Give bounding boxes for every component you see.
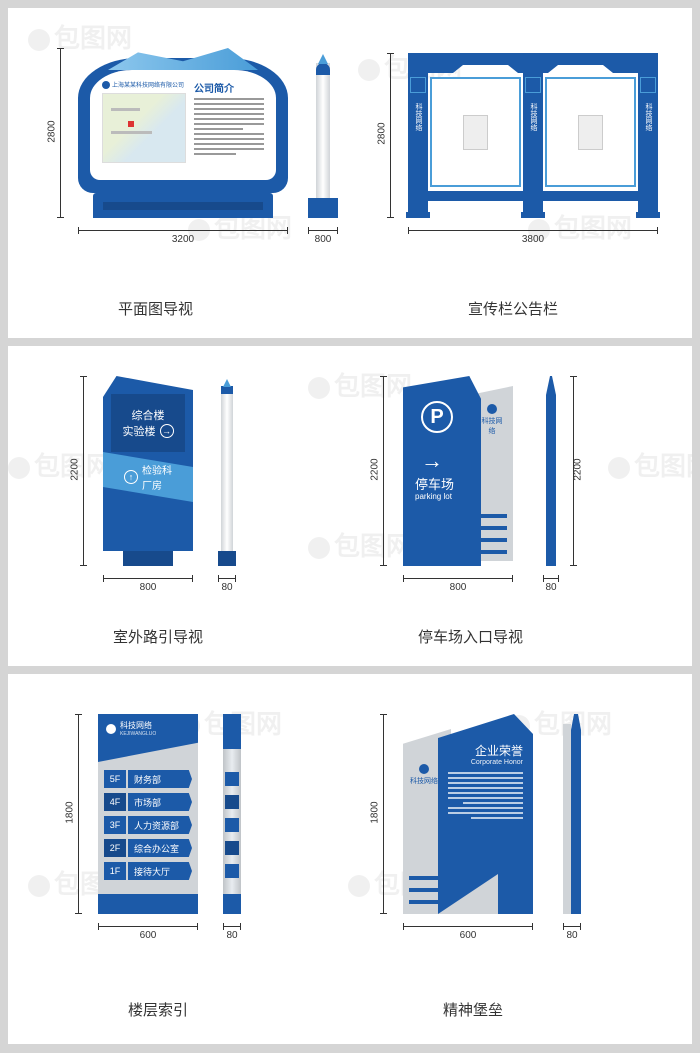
dim-line [563, 926, 581, 927]
dim-line [78, 714, 79, 914]
caption-directory: 楼层索引 [128, 999, 188, 1020]
parking-pylon-front: 科技网络 P → 停车场 parking lot [403, 376, 513, 566]
dim-line [383, 376, 384, 566]
panel-wayfinding: 包图网 包图网 包图网 包图网 综合楼 实验楼 → ↑ 检验科厂房 [8, 346, 692, 666]
parking-pylon-side [543, 376, 559, 566]
dim-label: 80 [217, 930, 247, 941]
watermark: 包图网 [8, 446, 112, 483]
monument-side [563, 714, 581, 914]
dim-line [408, 230, 658, 231]
dim-line [218, 578, 236, 579]
pylon-line3: 检验科 [142, 462, 172, 477]
floor-directory-front: 科技网络 KEJIWANGLUO 5F财务部4F市场部3F人力资源部2F综合办公… [98, 714, 198, 914]
dim-label: 2200 [370, 458, 381, 480]
dim-label: 3200 [78, 234, 288, 245]
outdoor-pylon-side [218, 376, 236, 566]
floor-name: 人力资源部 [128, 816, 192, 834]
company-label: 上海某某科技网络有限公司 [112, 80, 184, 89]
dim-label: 80 [212, 582, 242, 593]
floor-row: 3F人力资源部 [104, 815, 192, 835]
caption-plan: 平面图导视 [118, 298, 193, 319]
dim-label: 1800 [65, 801, 76, 823]
dim-line [60, 48, 61, 218]
pylon-line2: 实验楼 [123, 423, 156, 439]
dim-line [403, 926, 533, 927]
watermark: 包图网 [308, 526, 412, 563]
dim-line [308, 230, 338, 231]
outdoor-pylon-front: 综合楼 实验楼 → ↑ 检验科厂房 [103, 376, 193, 566]
dim-label: 800 [403, 582, 513, 593]
floor-num: 1F [104, 862, 126, 880]
floor-directory-side [223, 714, 241, 914]
floor-row: 5F财务部 [104, 769, 192, 789]
floor-name: 市场部 [128, 793, 192, 811]
parking-zh: 停车场 [415, 474, 454, 493]
caption-outdoor: 室外路引导视 [113, 626, 203, 647]
pillar-label: 科技网络 [413, 103, 423, 131]
floor-row: 4F市场部 [104, 792, 192, 812]
bulletin-board: 科技网络 科技网络 科技网络 [408, 53, 658, 218]
dim-line [543, 578, 559, 579]
dim-label: 800 [298, 234, 348, 245]
pylon-line4: 厂房 [142, 477, 172, 492]
floor-name: 接待大厅 [128, 862, 192, 880]
panel-directory-monument: 包图网 包图网 包图网 包图网 科技网络 KEJIWANGLUO 5F财务部4F… [8, 674, 692, 1044]
dim-line [103, 578, 193, 579]
parking-icon: P [421, 401, 453, 433]
monument-title-zh: 企业荣誉 [448, 742, 523, 759]
intro-title: 公司简介 [194, 80, 264, 95]
dim-line [83, 376, 84, 566]
floor-num: 5F [104, 770, 126, 788]
floor-name: 综合办公室 [128, 839, 192, 857]
dim-label: 3800 [408, 234, 658, 245]
dim-label: 80 [557, 930, 587, 941]
page-root: 包图网 包图网 包图网 包图网 上海某某科技网络有限公司 [0, 0, 700, 1044]
parking-en: parking lot [415, 492, 452, 501]
dim-line [383, 714, 384, 914]
brand-label: 科技网络 [479, 416, 505, 436]
arrow-up-icon: ↑ [124, 470, 138, 484]
brand-en: KEJIWANGLUO [120, 731, 156, 737]
dim-line [78, 230, 288, 231]
dim-label: 2800 [47, 120, 58, 142]
dim-label: 600 [403, 930, 533, 941]
floor-row: 2F综合办公室 [104, 838, 192, 858]
dim-label: 1800 [370, 801, 381, 823]
caption-bulletin: 宣传栏公告栏 [468, 298, 558, 319]
dim-label: 2200 [70, 458, 81, 480]
floor-num: 4F [104, 793, 126, 811]
dim-line [403, 578, 513, 579]
dim-line [390, 53, 391, 218]
floor-name: 财务部 [128, 770, 192, 788]
freestanding-sign-side [308, 48, 338, 218]
pylon-line1: 综合楼 [132, 407, 165, 423]
arrow-right-icon: → [160, 424, 174, 438]
floor-num: 2F [104, 839, 126, 857]
dim-label: 800 [103, 582, 193, 593]
freestanding-sign-front: 上海某某科技网络有限公司 公司简介 [78, 48, 288, 218]
dim-line [223, 926, 241, 927]
arrow-right-icon: → [421, 448, 443, 474]
dim-label: 2200 [573, 458, 584, 480]
dim-line [98, 926, 198, 927]
monument-front: 科技网络 企业荣誉 Corporate Honor [403, 714, 533, 914]
pillar-label: 科技网络 [528, 103, 538, 131]
dim-label: 600 [98, 930, 198, 941]
watermark: 包图网 [608, 446, 692, 483]
dim-label: 80 [536, 582, 566, 593]
monument-title-en: Corporate Honor [448, 759, 523, 766]
caption-parking: 停车场入口导视 [418, 626, 523, 647]
brand-label: 科技网络 [409, 776, 439, 786]
floor-rows-container: 5F财务部4F市场部3F人力资源部2F综合办公室1F接待大厅 [104, 769, 192, 884]
brand-label: 科技网络 [120, 720, 156, 731]
floor-num: 3F [104, 816, 126, 834]
floor-row: 1F接待大厅 [104, 861, 192, 881]
watermark: 包图网 [308, 366, 412, 403]
pillar-label: 科技网络 [643, 103, 653, 131]
panel-plan-and-bulletin: 包图网 包图网 包图网 包图网 上海某某科技网络有限公司 [8, 8, 692, 338]
dim-label: 2800 [377, 122, 388, 144]
caption-monument: 精神堡垒 [443, 999, 503, 1020]
